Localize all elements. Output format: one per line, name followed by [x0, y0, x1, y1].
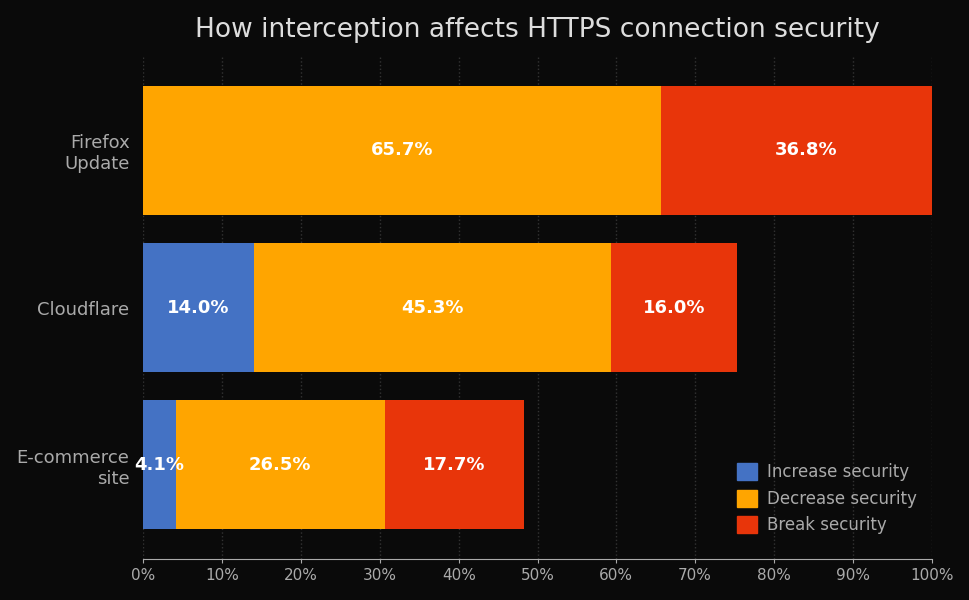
Bar	[610, 243, 736, 372]
Bar	[143, 400, 175, 529]
Legend: Increase security, Decrease security, Break security: Increase security, Decrease security, Br…	[730, 457, 922, 541]
Text: 4.1%: 4.1%	[135, 456, 184, 474]
Bar	[143, 86, 661, 215]
Title: How interception affects HTTPS connection security: How interception affects HTTPS connectio…	[195, 17, 879, 43]
Text: 65.7%: 65.7%	[371, 142, 433, 160]
Bar	[143, 243, 254, 372]
Text: 36.8%: 36.8%	[774, 142, 836, 160]
Bar	[661, 86, 951, 215]
Bar	[385, 400, 523, 529]
Text: 17.7%: 17.7%	[422, 456, 485, 474]
Text: 45.3%: 45.3%	[400, 299, 463, 317]
Bar	[254, 243, 610, 372]
Text: 14.0%: 14.0%	[168, 299, 230, 317]
Bar	[175, 400, 385, 529]
Text: 16.0%: 16.0%	[641, 299, 704, 317]
Text: 26.5%: 26.5%	[249, 456, 311, 474]
